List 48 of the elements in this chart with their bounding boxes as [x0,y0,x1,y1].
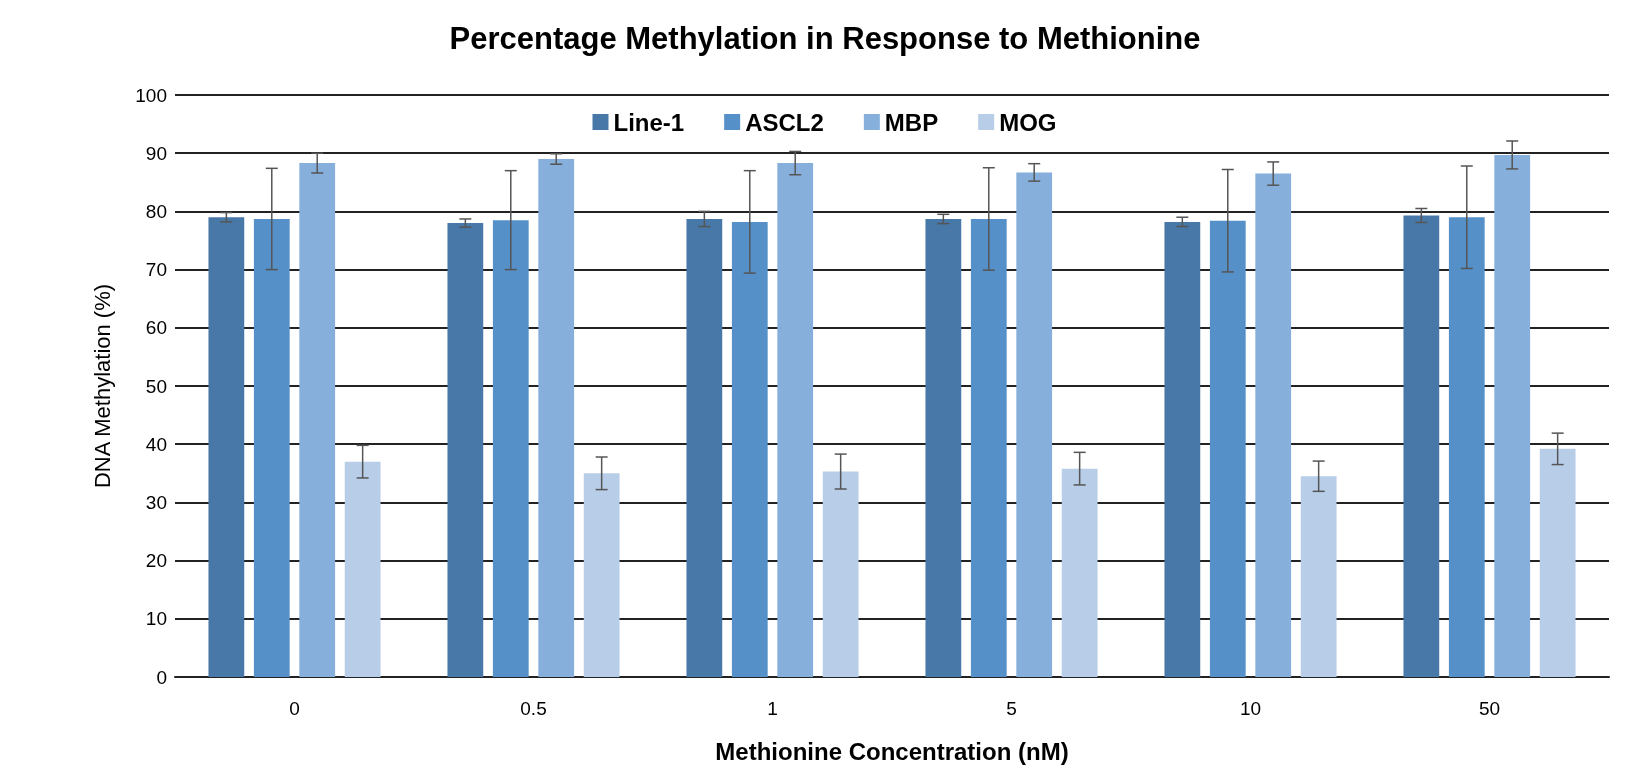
chart-title: Percentage Methylation in Response to Methionine [449,21,1201,56]
y-tick-label: 50 [145,375,167,397]
y-tick-label: 10 [145,608,167,630]
y-tick-label: 90 [145,142,167,164]
bar [1448,217,1485,677]
legend-label: MOG [999,108,1057,136]
bar [253,218,290,677]
y-tick-label: 30 [145,491,167,513]
legend-label: ASCL2 [745,108,824,136]
bar [447,223,484,677]
bar [208,217,245,677]
y-tick-label: 40 [145,433,167,455]
legend-label: Line-1 [613,108,685,136]
x-tick-label: 10 [1239,698,1262,719]
y-tick-label: 70 [145,259,167,281]
x-tick-label: 50 [1478,698,1501,719]
bar [822,471,859,677]
x-tick-label: 0.5 [520,698,547,719]
bar [925,218,962,677]
bar [1255,173,1292,677]
bar [1494,154,1531,677]
y-tick-label: 80 [145,200,167,222]
x-tick-label: 0 [289,698,300,719]
bar [1539,448,1576,677]
y-tick-label: 60 [145,317,167,339]
bar [299,163,336,677]
y-tick-label: 20 [145,550,167,572]
x-tick-label: 5 [1006,698,1017,719]
bar [1164,221,1201,677]
bar [777,163,814,677]
y-tick-label: 0 [156,666,167,688]
bar [970,218,1007,677]
bar [1403,215,1440,677]
bar [538,159,575,677]
bar [1300,476,1337,677]
x-tick-label: 1 [767,698,778,719]
y-axis-title: DNA Methylation (%) [89,283,115,489]
y-tick-label: 100 [135,84,167,106]
bar [1209,220,1246,677]
bar [1016,172,1053,677]
bar [1061,468,1098,677]
bar [492,220,529,677]
bar [731,221,768,677]
bar [583,473,620,677]
bar [344,461,381,677]
legend-label: MBP [884,108,939,136]
bar [686,218,723,677]
x-axis-title: Methionine Concentration (nM) [715,737,1069,765]
